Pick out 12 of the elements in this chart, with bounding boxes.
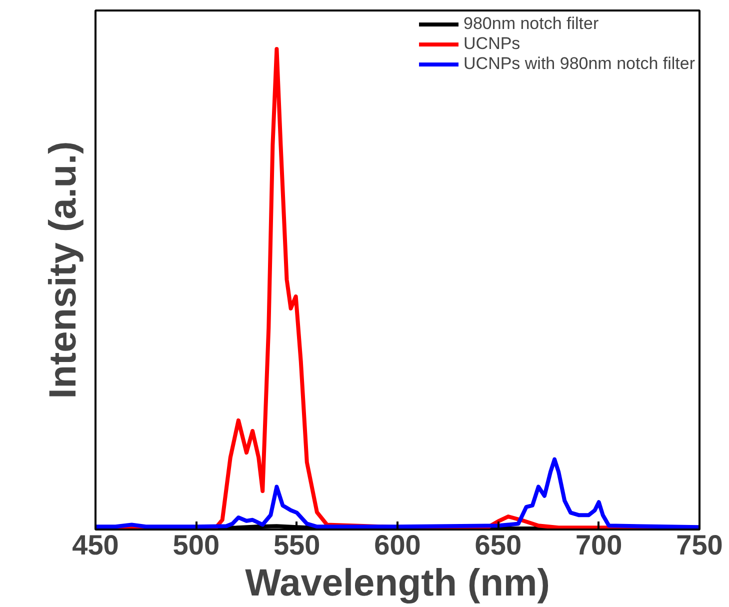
y-axis-title: Intensity (a.u.) xyxy=(42,141,84,399)
x-tick-label: 550 xyxy=(273,530,320,560)
legend-label: 980nm notch filter xyxy=(464,14,599,34)
x-axis-title: Wavelength (nm) xyxy=(245,562,550,604)
x-tick-label: 700 xyxy=(575,530,622,560)
legend-label: UCNPs with 980nm notch filter xyxy=(464,54,695,74)
x-tick-label: 500 xyxy=(172,530,220,560)
x-tick-label: 650 xyxy=(474,530,522,560)
x-tick-label: 600 xyxy=(374,530,421,560)
x-tick-label: 450 xyxy=(72,530,119,560)
legend-label: UCNPs xyxy=(464,34,520,54)
x-tick-label: 750 xyxy=(676,530,723,560)
